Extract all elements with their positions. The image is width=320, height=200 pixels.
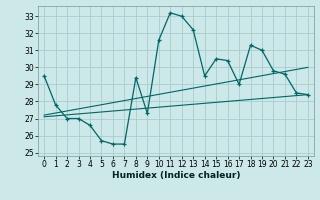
- X-axis label: Humidex (Indice chaleur): Humidex (Indice chaleur): [112, 171, 240, 180]
